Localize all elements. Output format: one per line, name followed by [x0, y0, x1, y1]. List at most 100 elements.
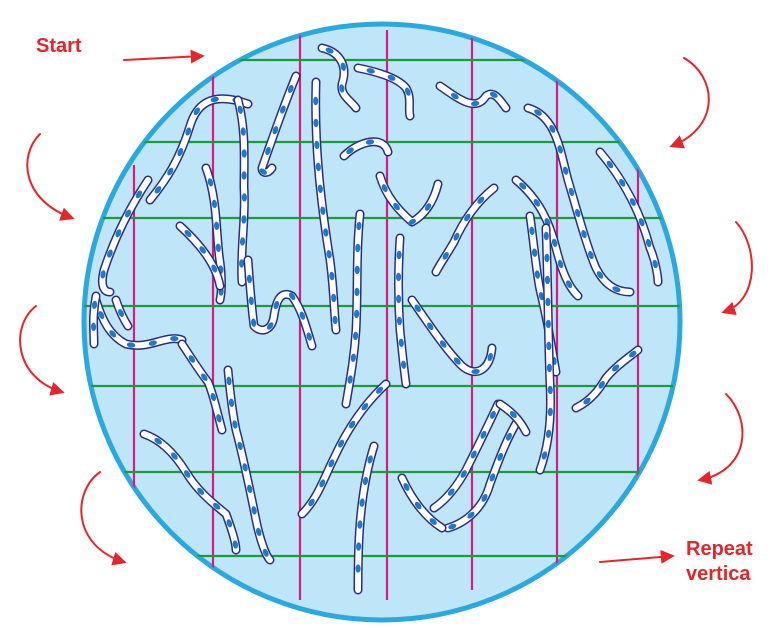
fiber-strand: [511, 175, 583, 301]
fiber-strand: [495, 399, 531, 437]
fiber-spot: [359, 498, 365, 507]
fiber-strand: [243, 255, 317, 351]
fiber-strand: [394, 233, 411, 389]
fiber-spot: [171, 452, 178, 460]
fiber-strand: [397, 473, 447, 533]
fiber-spot: [652, 259, 658, 269]
fiber-spot: [213, 502, 221, 510]
scan-arrow: [599, 549, 675, 564]
fiber-spot: [239, 237, 246, 246]
fiber-spot: [255, 527, 262, 537]
fiber-spot: [403, 483, 410, 491]
fiber-spot: [544, 253, 550, 263]
fiber-spot: [598, 381, 605, 389]
fiber-spot: [487, 352, 494, 362]
fiber-strand: [91, 295, 187, 350]
fiber-spot: [489, 410, 496, 419]
fiber-spot: [467, 511, 475, 519]
fiber-spot: [497, 452, 504, 461]
fiber-spot: [246, 274, 253, 284]
fiber-spot: [210, 392, 217, 402]
fiber-spot: [287, 84, 294, 94]
fiber-spot: [226, 519, 233, 528]
fiber-strand: [175, 221, 225, 291]
fiber-spot: [228, 398, 235, 407]
fiber-spot: [447, 488, 455, 496]
fiber-spot: [350, 353, 356, 362]
fiber-spot: [629, 350, 637, 358]
fiber-spot: [638, 218, 645, 227]
repeat-label: Repeat vertica: [686, 537, 753, 587]
fiber-spot: [442, 252, 449, 260]
fiber-spot: [262, 548, 269, 557]
fiber-spot: [427, 322, 434, 331]
fiber-spot: [193, 107, 201, 116]
microscope-field-circle: [81, 21, 683, 623]
fiber-spot: [199, 246, 206, 254]
fiber-spot: [100, 270, 106, 279]
fiber-spot: [448, 523, 457, 530]
fiber-spot: [543, 231, 549, 241]
fiber-spot: [588, 250, 594, 260]
fiber-spot: [519, 182, 527, 190]
fiber-strand: [223, 365, 275, 565]
fiber-spot: [557, 259, 564, 269]
fiber-spot: [545, 429, 552, 439]
scan-arrow: [721, 221, 753, 316]
fiber-spot: [237, 441, 243, 451]
fiber-spot: [241, 149, 247, 158]
fiber-spot: [547, 385, 553, 395]
fiber-spot: [531, 248, 538, 257]
fiber-spot: [90, 322, 97, 332]
fiber-strand: [407, 295, 497, 376]
fiber-spot: [273, 300, 280, 310]
fiber-strand: [89, 291, 101, 349]
fiber-spot: [470, 450, 477, 459]
fiber-spot: [154, 186, 162, 194]
fiber-spot: [546, 341, 552, 351]
fiber-strand: [339, 137, 393, 161]
fiber-spot: [362, 476, 369, 486]
fiber-spot: [226, 376, 232, 386]
fiber-spot: [509, 411, 517, 419]
fiber-spot: [211, 199, 218, 209]
fiber-spot: [251, 506, 257, 515]
fiber-spot: [211, 264, 218, 273]
fiber-spot: [326, 250, 332, 259]
start-label: Start: [36, 35, 82, 57]
fiber-spot: [549, 125, 556, 133]
fiber-spot: [323, 228, 329, 237]
fiber-spot: [414, 501, 422, 510]
fiber-spot: [184, 230, 192, 238]
fiber-spot: [232, 420, 238, 429]
fiber-spot: [546, 363, 553, 373]
fiber-spot: [404, 87, 411, 96]
fiber-spot: [429, 518, 437, 525]
fiber-spot: [534, 109, 542, 116]
fiber-spot: [184, 470, 191, 478]
fiber-spot: [241, 171, 247, 180]
fiber-spot: [214, 221, 220, 231]
fiber-spot: [331, 293, 337, 303]
fiber-spot: [109, 330, 117, 338]
fiber-spot: [118, 309, 124, 318]
fiber-strand: [111, 295, 133, 331]
fiber-spot: [453, 232, 460, 241]
fiber-spot: [366, 68, 375, 74]
fiber-spot: [471, 100, 480, 107]
fiber-strand: [317, 43, 361, 113]
repeat-label-line-2: vertica: [686, 563, 751, 585]
fiber-strand: [571, 345, 643, 413]
scan-arrow: [19, 305, 65, 396]
fiber-spot: [541, 451, 548, 460]
fiber-spot: [464, 213, 471, 222]
fiber-spot: [247, 484, 253, 494]
fiber-strand: [353, 441, 379, 595]
fiber-spot: [329, 271, 335, 281]
fiber-spot: [612, 286, 621, 293]
fiber-spot: [288, 292, 296, 301]
fiber-spot: [177, 148, 184, 156]
fiber-spot: [328, 459, 335, 468]
fiber-spot: [606, 160, 614, 169]
